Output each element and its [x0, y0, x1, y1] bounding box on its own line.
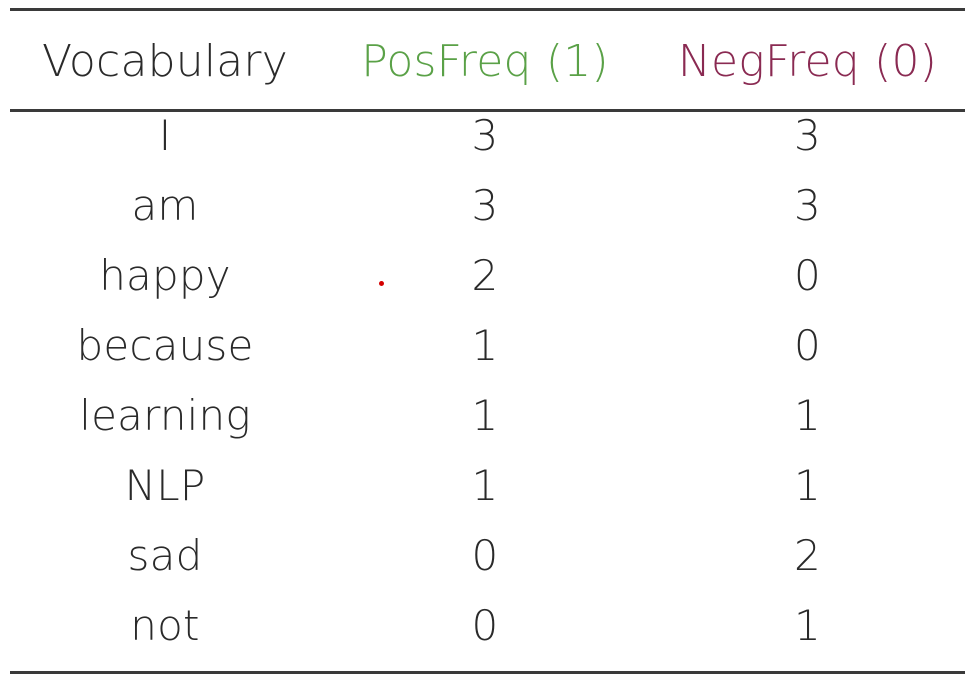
posfreq-cell: 1 — [471, 391, 499, 440]
posfreq-cell: 0 — [471, 531, 499, 580]
posfreq-cell: 0 — [471, 601, 499, 650]
posfreq-cell: 2 — [471, 251, 499, 300]
vocab-cell: because — [76, 321, 254, 370]
vocab-cell: am — [131, 181, 199, 230]
negfreq-cell: 1 — [794, 461, 821, 510]
negfreq-cell: 3 — [794, 111, 821, 160]
vocab-cell: happy — [99, 251, 231, 300]
posfreq-cell: 3 — [471, 181, 499, 230]
header-posfreq: PosFreq (1) — [361, 36, 609, 87]
negfreq-cell: 0 — [794, 321, 821, 370]
negfreq-cell: 1 — [794, 391, 821, 440]
negfreq-cell: 3 — [794, 181, 821, 230]
negfreq-cell: 1 — [794, 601, 821, 650]
header-divider-rule — [10, 109, 965, 112]
table-top-rule — [10, 8, 965, 11]
negfreq-cell: 2 — [794, 531, 821, 580]
vocab-cell: not — [130, 601, 200, 650]
posfreq-cell: 3 — [471, 111, 499, 160]
table-bottom-rule — [10, 671, 965, 674]
posfreq-cell: 1 — [471, 461, 499, 510]
vocab-cell: NLP — [124, 461, 206, 510]
posfreq-cell: 1 — [471, 321, 499, 370]
vocab-cell: learning — [79, 391, 251, 440]
vocab-cell: sad — [127, 531, 203, 580]
vocab-cell: I — [158, 111, 172, 160]
header-negfreq: NegFreq (0) — [677, 36, 938, 87]
cursor-dot — [379, 281, 384, 286]
header-vocabulary: Vocabulary — [42, 36, 288, 87]
negfreq-cell: 0 — [794, 251, 821, 300]
